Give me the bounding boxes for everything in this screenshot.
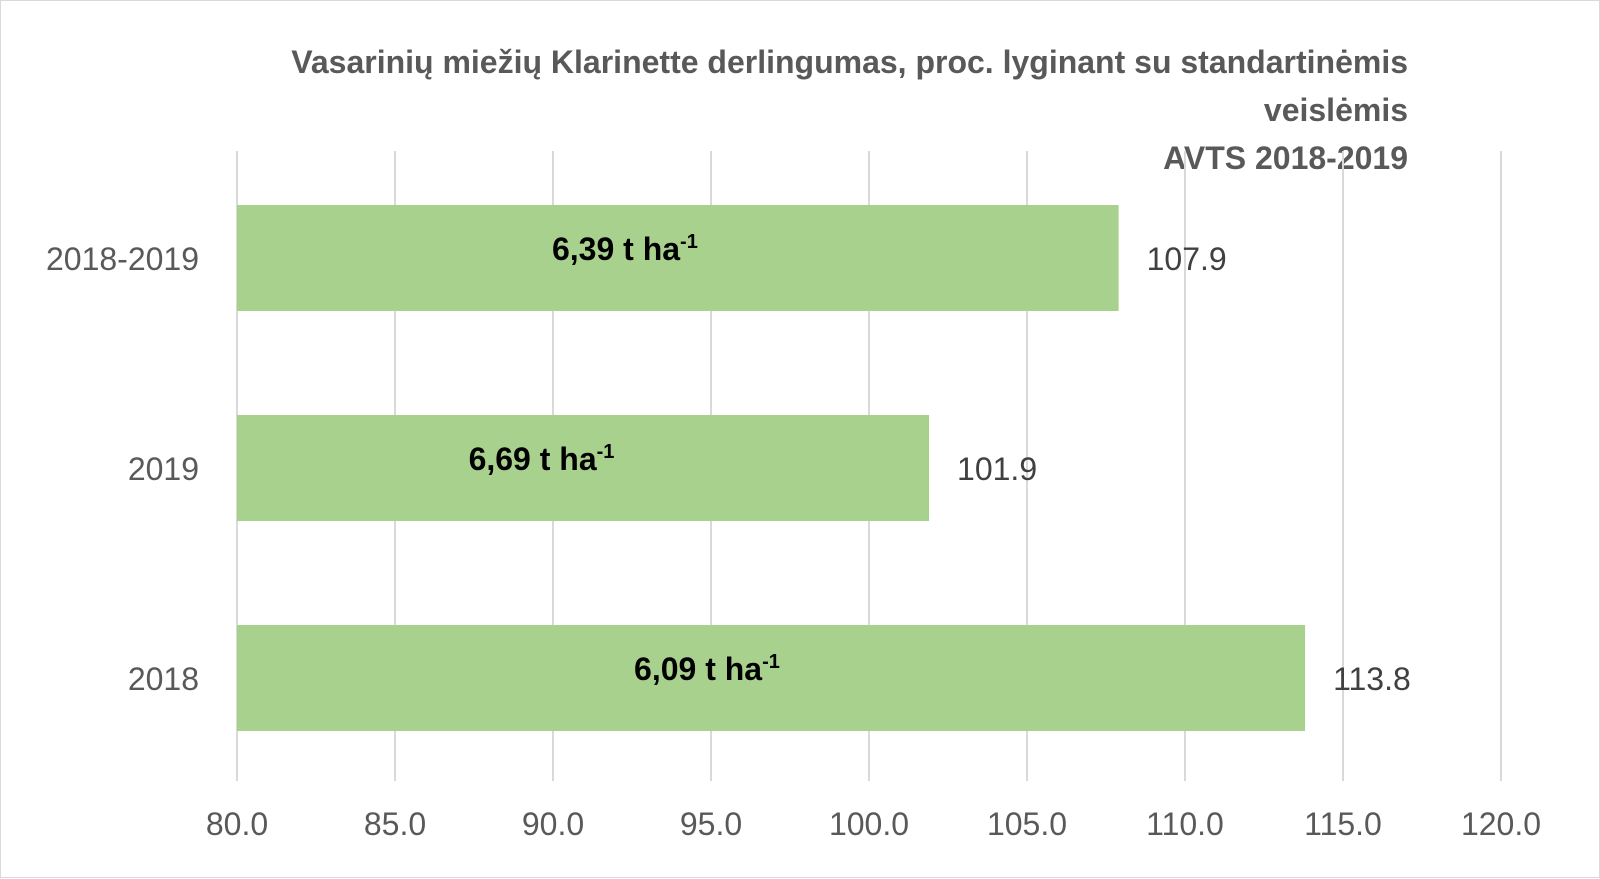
category-label-2019: 2019 [128, 451, 199, 487]
x-tick-label-90.0: 90.0 [522, 806, 584, 842]
bar-2018-2019 [237, 205, 1119, 311]
bars: 107.9 6,39 t ha-1 101.9 6,69 t ha-1 113.8 6,0… [237, 205, 1411, 731]
x-tick-label-95.0: 95.0 [680, 806, 742, 842]
category-label-2018: 2018 [128, 661, 199, 697]
x-tick-label-85.0: 85.0 [364, 806, 426, 842]
value-label-2019: 101.9 [957, 451, 1037, 487]
bar-2019 [237, 415, 930, 521]
chart-title-line-3: AVTS 2018-2019 [1163, 140, 1408, 176]
bar-annotation-2019: 6,69 t ha-1 [469, 441, 615, 477]
x-tick-label-115.0: 115.0 [1304, 806, 1382, 842]
x-tick-label-100.0: 100.0 [829, 806, 909, 842]
value-label-2018-2019: 107.9 [1147, 241, 1227, 277]
value-label-2018: 113.8 [1333, 661, 1411, 697]
chart-title-line-1: Vasarinių miežių Klarinette derlingumas,… [291, 44, 1408, 80]
bar-annotation-2018: 6,09 t ha-1 [634, 651, 780, 687]
x-tick-label-120.0: 120.0 [1461, 806, 1541, 842]
category-labels: 2018-2019 2019 2018 [46, 241, 199, 697]
x-axis-tick-labels: 80.0 85.0 90.0 95.0 100.0 105.0 110.0 115.0 120.… [206, 806, 1541, 842]
x-tick-label-110.0: 110.0 [1146, 806, 1224, 842]
bar-annotation-2018-2019: 6,39 t ha-1 [552, 231, 698, 267]
bar-2018 [237, 625, 1306, 731]
category-label-2018-2019: 2018-2019 [46, 241, 199, 277]
chart-title-line-2: veislėmis [1264, 92, 1408, 128]
x-tick-label-105.0: 105.0 [987, 806, 1067, 842]
x-tick-label-80.0: 80.0 [206, 806, 268, 842]
chart-title: Vasarinių miežių Klarinette derlingumas,… [291, 44, 1408, 176]
